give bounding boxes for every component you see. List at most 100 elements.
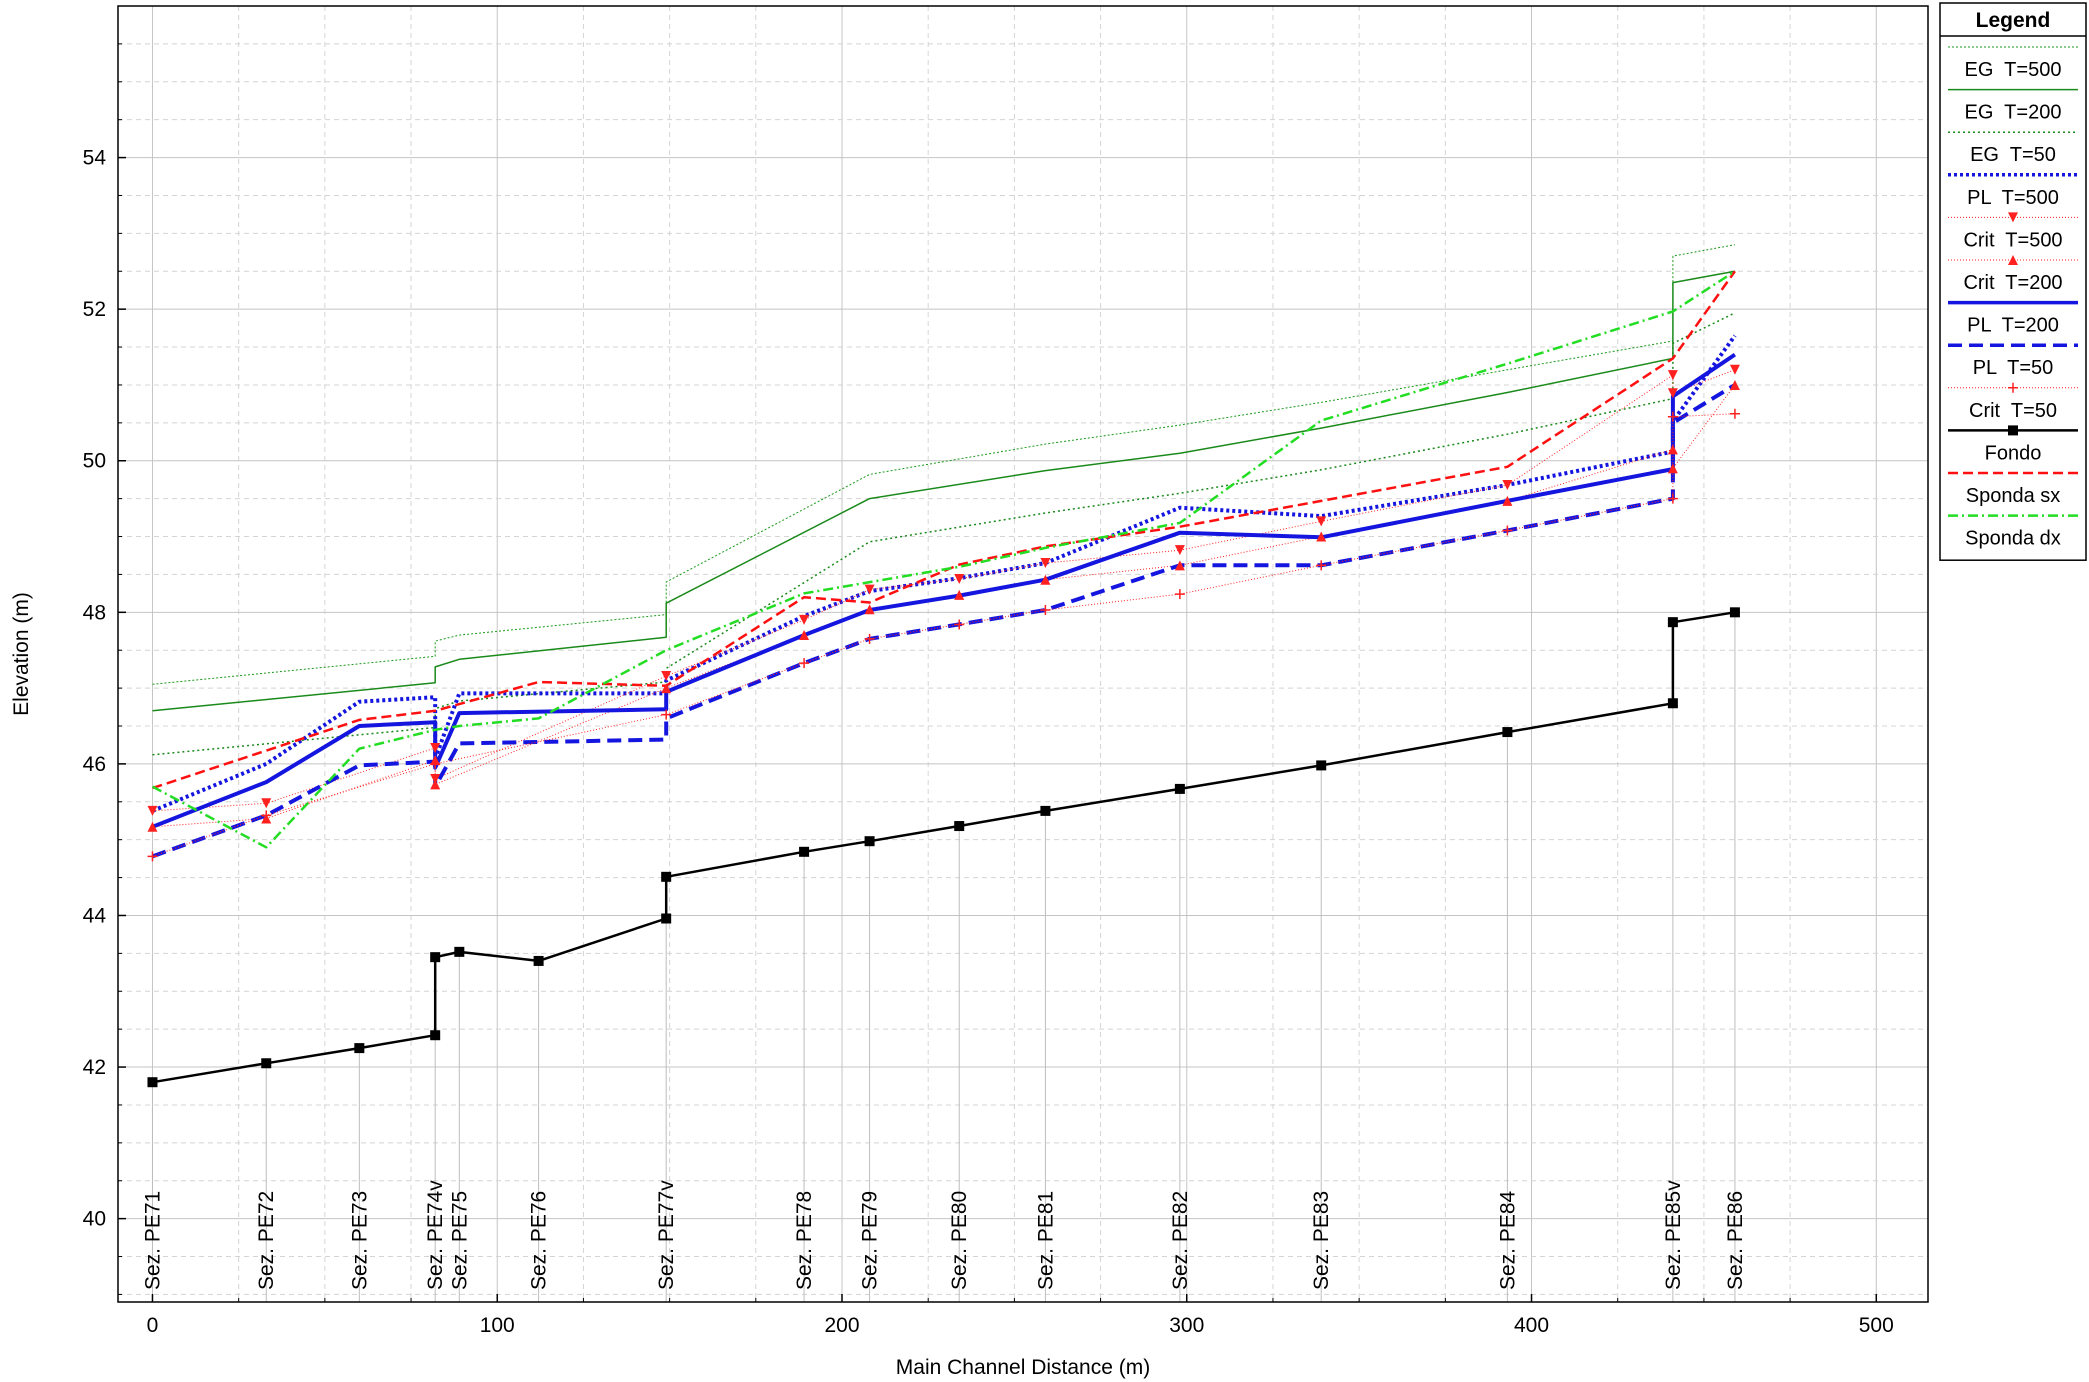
legend-box <box>1939 2 2087 561</box>
x-tick-label: 300 <box>1169 1314 1204 1337</box>
marker-triangle-up <box>954 589 965 600</box>
legend-label: Crit T=500 <box>1963 229 2062 251</box>
legend-label: Sponda sx <box>1966 485 2061 507</box>
legend-item: PL T=200 <box>1948 300 2078 337</box>
marker-plus <box>1729 408 1740 419</box>
marker-triangle-down <box>1667 370 1678 381</box>
marker-square <box>533 955 544 966</box>
legend-label: EG T=200 <box>1965 102 2062 124</box>
marker-plus <box>1040 605 1051 616</box>
marker-triangle-up <box>799 630 810 641</box>
y-tick-label: 44 <box>83 904 107 927</box>
legend-item: Crit T=500 <box>1948 212 2078 251</box>
series-line <box>151 352 1737 829</box>
marker-triangle-up <box>430 779 441 790</box>
legend: Legend EG T=500 EG T=200 EG T=50 PL T=500 Cr… <box>1939 2 2087 561</box>
legend-title: Legend <box>1976 9 2051 32</box>
section-label: Sez. PE77v <box>655 1180 678 1290</box>
marker-triangle-down <box>1174 545 1185 556</box>
marker-square <box>2008 425 2018 436</box>
marker-square <box>1040 805 1051 816</box>
legend-label: EG T=500 <box>1965 59 2062 81</box>
legend-label: PL T=200 <box>1967 315 2059 337</box>
marker-triangle-down <box>2008 212 2018 223</box>
marker-triangle-down <box>430 742 441 753</box>
section-label: Sez. PE85v <box>1662 1180 1685 1290</box>
marker-square <box>661 913 672 924</box>
y-tick-label: 50 <box>83 450 106 473</box>
y-tick-label: 52 <box>83 298 106 321</box>
marker-plus <box>799 658 810 669</box>
legend-label: EG T=50 <box>1970 144 2056 166</box>
marker-plus <box>954 619 965 630</box>
x-tick-label: 0 <box>147 1314 159 1337</box>
section-label: Sez. PE80 <box>948 1191 971 1290</box>
legend-item: Sponda sx <box>1948 471 2078 507</box>
marker-square <box>1667 698 1678 709</box>
legend-label: PL T=50 <box>1973 357 2054 379</box>
marker-triangle-up <box>1174 560 1185 571</box>
y-axis-title: Elevation (m) <box>10 592 33 716</box>
legend-label: PL T=500 <box>1967 187 2059 209</box>
section-label: Sez. PE71 <box>141 1191 164 1290</box>
marker-triangle-down <box>147 805 158 816</box>
marker-plus <box>2008 382 2018 393</box>
marker-triangle-down <box>799 614 810 625</box>
marker-triangle-down <box>1729 364 1740 375</box>
marker-plus <box>864 633 875 644</box>
series-line <box>151 383 1736 859</box>
marker-square <box>661 871 672 882</box>
series-lines <box>151 244 1737 1084</box>
legend-label: Sponda dx <box>1965 528 2061 550</box>
marker-triangle-down <box>261 798 272 809</box>
legend-label: Fondo <box>1985 442 2042 464</box>
marker-plus <box>661 709 672 720</box>
legend-item: EG T=50 <box>1948 131 2078 166</box>
marker-plus <box>147 851 158 862</box>
marker-plus <box>1667 493 1678 504</box>
y-tick-label: 54 <box>83 147 107 170</box>
marker-triangle-up <box>1040 574 1051 585</box>
series-markers <box>147 364 1740 1088</box>
marker-triangle-up <box>661 683 672 694</box>
marker-square <box>261 1058 272 1069</box>
legend-item: Sponda dx <box>1948 514 2078 550</box>
marker-square <box>1316 760 1327 771</box>
section-label: Sez. PE78 <box>793 1191 816 1290</box>
x-tick-label: 200 <box>824 1314 859 1337</box>
y-tick-label: 40 <box>83 1208 106 1231</box>
marker-plus <box>1667 411 1678 422</box>
legend-label: Crit T=200 <box>1963 272 2062 294</box>
series-line <box>151 334 1737 813</box>
legend-label: Crit T=50 <box>1969 400 2057 422</box>
marker-triangle-up <box>1667 444 1678 455</box>
section-label: Sez. PE86 <box>1724 1191 1747 1290</box>
marker-triangle-down <box>661 670 672 681</box>
marker-triangle-up <box>1729 379 1740 390</box>
grid <box>118 6 1928 1302</box>
marker-plus <box>1502 525 1513 536</box>
legend-item: Crit T=200 <box>1948 255 2078 294</box>
series-line <box>152 611 1736 1084</box>
series-line <box>152 384 1736 828</box>
marker-square <box>1729 607 1740 618</box>
plot-frame <box>117 5 1929 1303</box>
y-tick-label: 46 <box>83 753 106 776</box>
section-label: Sez. PE72 <box>255 1191 278 1290</box>
section-markers: Sez. PE71 Sez. PE72 Sez. PE73 Sez. PE74v Sez… <box>141 612 1747 1302</box>
marker-triangle-down <box>1502 479 1513 490</box>
series-line <box>151 270 1736 849</box>
marker-triangle-down <box>954 573 965 584</box>
marker-plus <box>261 810 272 821</box>
series-line <box>152 270 1736 712</box>
series-line <box>152 244 1735 685</box>
section-label: Sez. PE83 <box>1310 1191 1333 1290</box>
marker-triangle-up <box>864 604 875 615</box>
marker-triangle-down <box>1667 388 1678 399</box>
legend-item: EG T=200 <box>1948 88 2078 124</box>
legend-item: Fondo <box>1948 425 2078 464</box>
axis-ticks: 0 100 200 300 400 500 40 42 44 46 48 50 52 54 <box>83 43 1894 1337</box>
marker-plus <box>1174 589 1185 600</box>
series-line <box>152 270 1736 790</box>
